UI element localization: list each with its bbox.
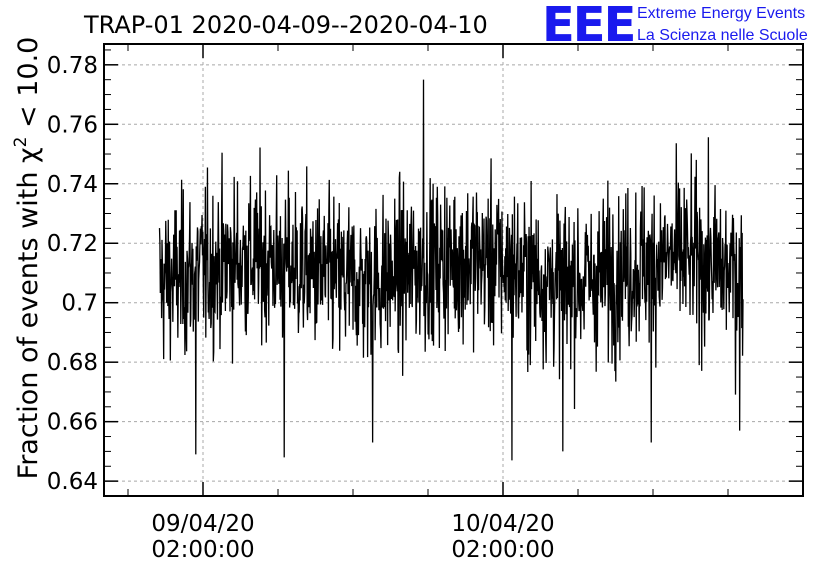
y-tick-label: 0.7 — [61, 291, 98, 317]
axes — [103, 43, 804, 497]
x-tick-label-time: 02:00:00 — [451, 537, 554, 563]
tick-labels: 0.640.660.680.70.720.740.760.7809/04/200… — [47, 53, 555, 563]
y-axis-label: Fraction of events with χ2 < 10.0 — [11, 37, 44, 480]
x-tick-label-date: 09/04/20 — [151, 511, 254, 537]
y-axis-label-suffix: < 10.0 — [13, 37, 44, 137]
series — [158, 79, 744, 461]
y-axis-label-sup: 2 — [11, 137, 31, 148]
y-tick-label: 0.68 — [47, 350, 98, 376]
plot-frame — [103, 43, 804, 497]
logo-mark: EEE — [542, 0, 634, 53]
x-tick-label-time: 02:00:00 — [151, 537, 254, 563]
y-tick-label: 0.64 — [47, 469, 98, 495]
y-tick-label: 0.66 — [47, 410, 98, 436]
series-line — [158, 79, 744, 461]
y-tick-label: 0.78 — [47, 53, 98, 79]
y-tick-label: 0.74 — [47, 172, 98, 198]
y-axis-label-chi: χ — [13, 147, 44, 163]
y-tick-label: 0.76 — [47, 112, 98, 138]
y-axis-label-prefix: Fraction of events with — [13, 163, 44, 479]
logo-line-2: La Scienza nelle Scuole — [637, 27, 808, 44]
chart-title: TRAP-01 2020-04-09--2020-04-10 — [83, 11, 488, 39]
eee-logo: EEE Extreme Energy Events La Scienza nel… — [542, 0, 808, 53]
logo-line-1: Extreme Energy Events — [637, 5, 805, 22]
x-tick-label-date: 10/04/20 — [451, 511, 554, 537]
y-tick-label: 0.72 — [47, 231, 98, 257]
